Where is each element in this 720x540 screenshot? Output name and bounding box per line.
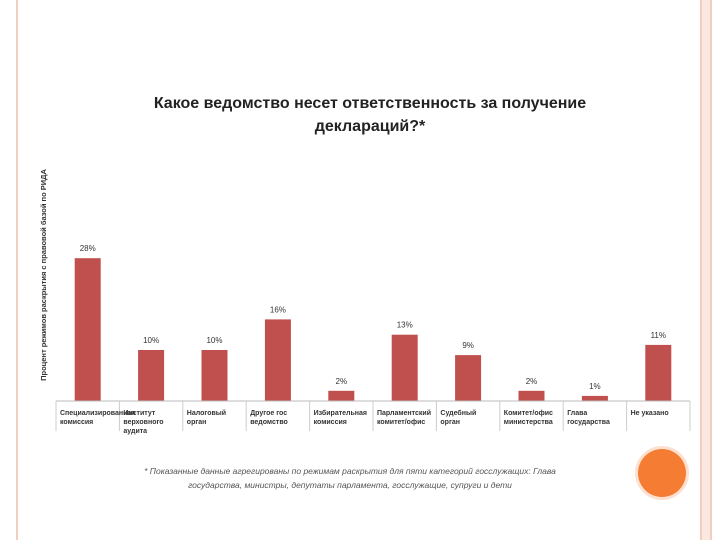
category-label-line: комитет/офис	[377, 419, 425, 426]
category-label-line: комиссия	[60, 419, 93, 426]
category-label: Судебный орган	[440, 409, 476, 426]
data-label: 10%	[206, 336, 222, 345]
category-label: Институт верховного аудита	[123, 410, 163, 435]
category-label-line: Судебный	[440, 409, 476, 417]
category-label: Глава государства	[567, 410, 610, 426]
right-decor-line-2	[710, 0, 712, 540]
category-label: Специализированная комиссия	[60, 410, 135, 426]
category-label-line: Парламентский	[377, 409, 431, 417]
chart-title-line-1: Какое ведомство несет ответственность за…	[153, 95, 587, 112]
bar	[74, 258, 101, 401]
accent-circle	[638, 449, 686, 497]
bar	[645, 344, 672, 401]
footnote: * Показанные данные агрегированы по режи…	[100, 464, 600, 492]
right-decor-band	[700, 0, 712, 540]
category-label-line: Специализированная	[60, 410, 135, 417]
category-label: Не указано	[631, 410, 669, 417]
y-axis-label: Процент режимов раскрытия с правовой баз…	[39, 169, 48, 381]
category-label-line: Комитет/офис	[504, 410, 553, 417]
category-label-line: Избирательная	[314, 409, 367, 417]
category-label-line: Институт	[123, 410, 155, 417]
data-label: 11%	[651, 331, 666, 340]
footnote-line-1: * Показанные данные агрегированы по режи…	[144, 466, 556, 476]
data-label: 13%	[397, 321, 413, 330]
bar	[201, 350, 228, 401]
data-label: 1%	[589, 382, 601, 391]
bar	[518, 390, 545, 401]
category-label-line: верховного	[123, 419, 163, 426]
bar	[455, 355, 482, 401]
data-label: 2%	[526, 377, 538, 386]
bar	[581, 395, 608, 401]
category-label: Налоговый орган	[187, 409, 226, 426]
chart-title-line-2: деклараций?*	[314, 118, 426, 135]
bar	[391, 334, 418, 401]
category-label-line: государства	[567, 419, 610, 426]
category-label: Парламентский комитет/офис	[377, 409, 431, 426]
data-label: 28%	[80, 244, 96, 253]
chart-title: Какое ведомство несет ответственность за…	[120, 92, 620, 138]
category-label-line: комиссия	[314, 419, 347, 426]
right-decor-line-1	[700, 0, 702, 540]
category-label: Другое гос ведомство	[250, 410, 288, 426]
data-label: 10%	[143, 336, 159, 345]
footnote-line-2: государства, министры, депутаты парламен…	[188, 480, 512, 490]
bar	[264, 319, 291, 401]
category-label-line: Не указано	[631, 410, 669, 417]
category-label-line: орган	[440, 419, 460, 426]
category-label-line: Налоговый	[187, 409, 226, 417]
category-label-line: ведомство	[250, 419, 288, 426]
category-label-line: Другое гос	[250, 410, 287, 417]
category-label-line: Глава	[567, 410, 587, 417]
category-label: Избирательная комиссия	[314, 409, 367, 426]
bar	[138, 350, 165, 401]
bar	[328, 390, 355, 401]
category-label-line: министерства	[504, 419, 553, 426]
category-label-line: аудита	[123, 428, 147, 435]
data-label: 2%	[336, 377, 348, 386]
category-label-line: орган	[187, 419, 207, 426]
data-label: 9%	[462, 341, 474, 350]
category-label: Комитет/офис министерства	[504, 410, 553, 426]
left-decor-line	[16, 0, 18, 540]
data-label: 16%	[270, 305, 286, 314]
